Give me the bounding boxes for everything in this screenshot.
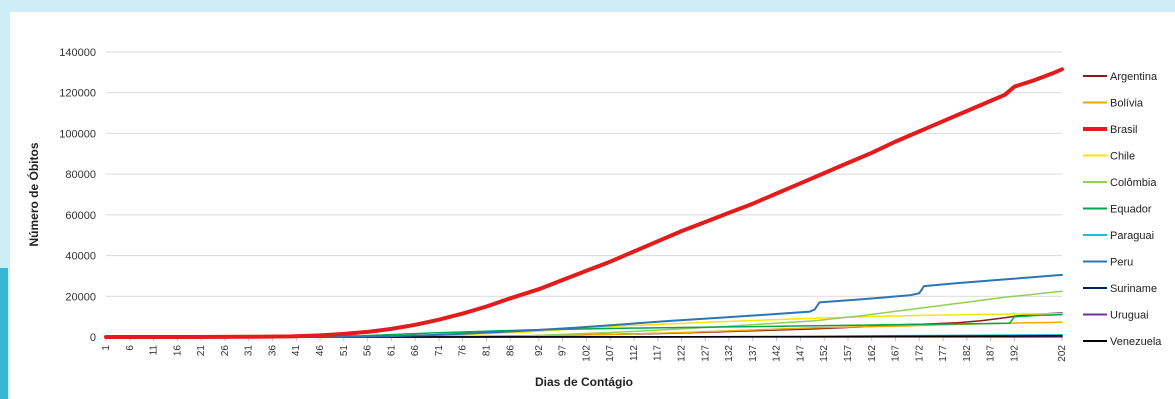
x-tick-label: 182 [962, 345, 973, 362]
legend-label-suriname: Suriname [1110, 283, 1157, 295]
x-tick-label: 41 [291, 345, 302, 357]
x-tick-label: 97 [558, 345, 569, 357]
x-tick-label: 36 [267, 345, 278, 357]
series-line-equador [105, 313, 1063, 338]
series-line-colômbia [105, 290, 1063, 338]
series-line-brasil [104, 67, 1064, 339]
y-axis-title: Número de Óbitos [26, 142, 41, 246]
x-tick-label: 46 [315, 345, 326, 357]
x-tick-label: 172 [914, 345, 925, 362]
x-axis-title: Dias de Contágio [535, 375, 633, 389]
y-tick-label: 80000 [65, 169, 96, 181]
x-tick-labels: 1 6 11 16 21 26 31 36 41 46 51 56 61 66 71 76 81 86 92 97 10… [101, 345, 1068, 362]
y-tick-label: 100000 [59, 128, 96, 140]
legend-label-bolívia: Bolívia [1110, 98, 1144, 110]
chart-card: 0 20000 40000 60000 80000 100000 120000 140000 … [10, 12, 1175, 399]
x-tick-label: 81 [481, 345, 492, 357]
y-tick-label: 60000 [65, 210, 96, 222]
x-tick-label: 31 [244, 345, 255, 357]
x-tick-label: 127 [700, 345, 711, 362]
y-tick-label: 120000 [59, 88, 96, 100]
x-tick-label: 71 [434, 345, 445, 357]
legend-label-colômbia: Colômbia [1110, 177, 1157, 189]
x-tick-label: 112 [629, 345, 640, 361]
x-tick-label: 107 [605, 345, 616, 362]
x-tick-label: 11 [149, 345, 160, 356]
legend-label-peru: Peru [1110, 257, 1133, 269]
x-tick-label: 26 [220, 345, 231, 357]
x-tick-label: 167 [891, 345, 902, 362]
y-tick-label: 0 [90, 332, 96, 344]
x-tick-label: 132 [724, 345, 735, 362]
x-tick-label: 122 [677, 345, 688, 362]
line-chart: 020000400006000080000100000120000140000 … [26, 47, 1162, 389]
x-tick-label: 137 [748, 345, 759, 362]
legend-label-argentina: Argentina [1110, 71, 1158, 83]
x-tick-label: 1 [101, 345, 112, 351]
legend: Argentina Bolívia Brasil Chile Colômbia Equad… [1083, 71, 1162, 348]
y-tick-label: 20000 [65, 291, 96, 303]
left-accent-bar [0, 268, 8, 399]
y-tick-label: 140000 [59, 47, 96, 59]
x-tick-label: 117 [653, 345, 664, 361]
x-tick-label: 21 [196, 345, 207, 357]
x-tick-label: 162 [867, 345, 878, 362]
x-tick-label: 147 [795, 345, 806, 362]
series-lines [104, 67, 1064, 339]
x-tick-label: 157 [843, 345, 854, 362]
legend-label-brasil: Brasil [1110, 124, 1138, 136]
legend-label-paraguai: Paraguai [1110, 230, 1154, 242]
x-tick-label: 6 [125, 345, 136, 351]
x-tick-label: 152 [819, 345, 830, 362]
y-tick-labels: 0 20000 40000 60000 80000 100000 120000 140000 [59, 47, 96, 344]
x-tick-label: 61 [386, 345, 397, 357]
x-tick-label: 66 [410, 345, 421, 357]
grid-lines [105, 51, 1063, 341]
x-tick-label: 202 [1057, 345, 1068, 362]
y-tick-label: 40000 [65, 251, 96, 263]
x-tick-label: 76 [458, 345, 469, 357]
x-tick-label: 192 [1009, 345, 1020, 362]
legend-label-uruguai: Uruguai [1110, 310, 1149, 322]
x-tick-label: 92 [534, 345, 545, 357]
x-tick-label: 177 [938, 345, 949, 362]
x-tick-label: 142 [772, 345, 783, 362]
x-tick-label: 187 [986, 345, 997, 362]
x-tick-label: 51 [339, 345, 350, 357]
x-tick-label: 16 [172, 345, 183, 357]
x-tick-label: 56 [363, 345, 374, 357]
legend-label-chile: Chile [1110, 151, 1135, 163]
legend-label-venezuela: Venezuela [1110, 336, 1162, 348]
legend-label-equador: Equador [1110, 204, 1152, 216]
x-tick-label: 86 [505, 345, 516, 357]
series-line-peru [105, 273, 1063, 338]
x-tick-label: 102 [581, 345, 592, 362]
